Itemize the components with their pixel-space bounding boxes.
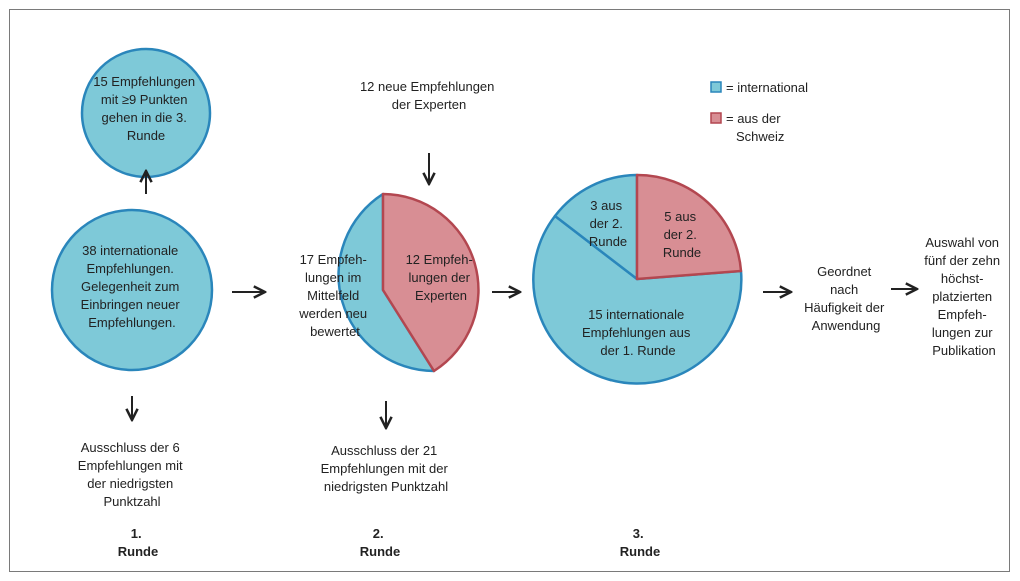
round3-slice-switzerland-text: 5 aus der 2. Runde [663,209,701,260]
round3-label: 3. Runde [620,526,660,559]
round1-label: 1. Runde [118,526,158,559]
legend-international-swatch [710,81,722,93]
round2-label: 2. Runde [360,526,400,559]
round3-slice-small-text: 3 aus der 2. Runde [589,198,627,249]
round2-experts-input: 12 neue Empfehlungen der Experten [360,79,498,112]
round3-slice-large-international [532,214,743,385]
round3-slice-small-international [553,173,639,281]
legend-switzerland-swatch [710,112,722,124]
sorted-text: Geordnet nach Häufigkeit der Anwendung [804,264,888,333]
round1-exclusion-text: Ausschluss der 6 Empfehlungen mit der ni… [78,440,186,509]
round2-exclusion-text: Ausschluss der 21 Empfehlungen mit der n… [321,443,452,494]
round2-slice-international [337,192,436,373]
round1-main-circle [50,208,214,372]
diagram-frame [9,9,1010,572]
round3-slice-large-text: 15 internationale Empfehlungen aus der 1… [582,307,694,358]
round2-slice-international-text: 17 Empfeh- lungen im Mittelfeld werden n… [298,252,371,339]
selection-text: Auswahl von fünf der zehn höchst- platzi… [924,235,1004,358]
round1-main-circle-text: 38 internationale Empfehlungen. Gelegenh… [81,243,184,330]
round2-slice-switzerland-text: 12 Empfeh- lungen der Experten [406,252,477,303]
round3-slice-switzerland [635,173,743,281]
round1-top-circle-text: 15 Empfehlungen mit ≥9 Punkten gehen in … [93,74,199,143]
legend-switzerland-text: = aus der Schweiz [726,111,784,144]
legend-international-text: = international [726,80,808,95]
round2-slice-switzerland [381,192,480,373]
